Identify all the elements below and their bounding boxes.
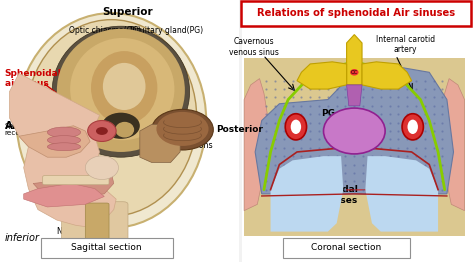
FancyBboxPatch shape [242, 0, 474, 262]
Ellipse shape [323, 108, 385, 154]
Text: PG: PG [321, 110, 336, 118]
Polygon shape [255, 64, 454, 194]
Ellipse shape [103, 63, 146, 110]
Ellipse shape [91, 51, 157, 124]
FancyBboxPatch shape [283, 238, 410, 258]
Polygon shape [244, 58, 465, 236]
Ellipse shape [156, 112, 209, 146]
Text: Pons: Pons [194, 141, 213, 150]
Polygon shape [365, 156, 438, 232]
Polygon shape [244, 79, 268, 211]
Ellipse shape [26, 20, 197, 216]
Polygon shape [346, 35, 362, 85]
Ellipse shape [96, 127, 108, 135]
Ellipse shape [17, 13, 206, 228]
Text: inferior: inferior [5, 233, 40, 243]
Ellipse shape [88, 121, 116, 141]
Text: Sagittal section: Sagittal section [72, 243, 142, 252]
Ellipse shape [152, 110, 213, 150]
Polygon shape [9, 73, 116, 228]
Text: Sphenoidal
air sinuses: Sphenoidal air sinuses [301, 185, 358, 205]
Ellipse shape [47, 136, 81, 145]
Text: OC: OC [351, 70, 358, 75]
Polygon shape [297, 62, 346, 89]
Text: Pituitary gland(PG): Pituitary gland(PG) [130, 26, 203, 35]
Polygon shape [362, 62, 411, 89]
FancyBboxPatch shape [62, 202, 128, 244]
Text: Relations of sphenoidal Air sinuses: Relations of sphenoidal Air sinuses [257, 8, 455, 18]
FancyBboxPatch shape [0, 0, 239, 262]
Ellipse shape [57, 29, 185, 152]
Ellipse shape [291, 119, 301, 134]
Text: Sphenoidal
air sinus: Sphenoidal air sinus [5, 69, 62, 88]
Ellipse shape [85, 156, 118, 179]
FancyBboxPatch shape [241, 1, 471, 26]
Ellipse shape [47, 143, 81, 151]
FancyBboxPatch shape [41, 238, 173, 258]
Text: Superior: Superior [103, 7, 153, 17]
Ellipse shape [47, 127, 81, 138]
Polygon shape [140, 124, 180, 162]
Ellipse shape [52, 26, 190, 157]
Text: Posterior: Posterior [216, 125, 263, 134]
FancyBboxPatch shape [43, 176, 109, 185]
Ellipse shape [402, 114, 423, 140]
Ellipse shape [350, 69, 358, 75]
Polygon shape [24, 183, 104, 207]
Polygon shape [19, 126, 90, 157]
Text: Cavernous
venous sinus: Cavernous venous sinus [228, 37, 279, 57]
Text: Nasopharynx: Nasopharynx [56, 227, 109, 236]
Text: Anterior: Anterior [5, 121, 54, 131]
Ellipse shape [285, 114, 307, 140]
Text: Lateral: Lateral [309, 9, 350, 19]
FancyBboxPatch shape [85, 203, 109, 242]
Polygon shape [346, 85, 362, 106]
Ellipse shape [70, 38, 174, 140]
Text: Sphenoethmoidal
recess: Sphenoethmoidal recess [5, 123, 68, 136]
Text: Internal carotid
artery: Internal carotid artery [376, 35, 435, 54]
Polygon shape [33, 173, 114, 196]
Polygon shape [271, 156, 343, 232]
Polygon shape [440, 79, 465, 211]
Ellipse shape [408, 119, 418, 134]
Ellipse shape [115, 122, 134, 138]
Text: Coronal section: Coronal section [311, 243, 381, 252]
Text: Optic chiasma(OC): Optic chiasma(OC) [69, 26, 141, 35]
Ellipse shape [102, 113, 140, 139]
